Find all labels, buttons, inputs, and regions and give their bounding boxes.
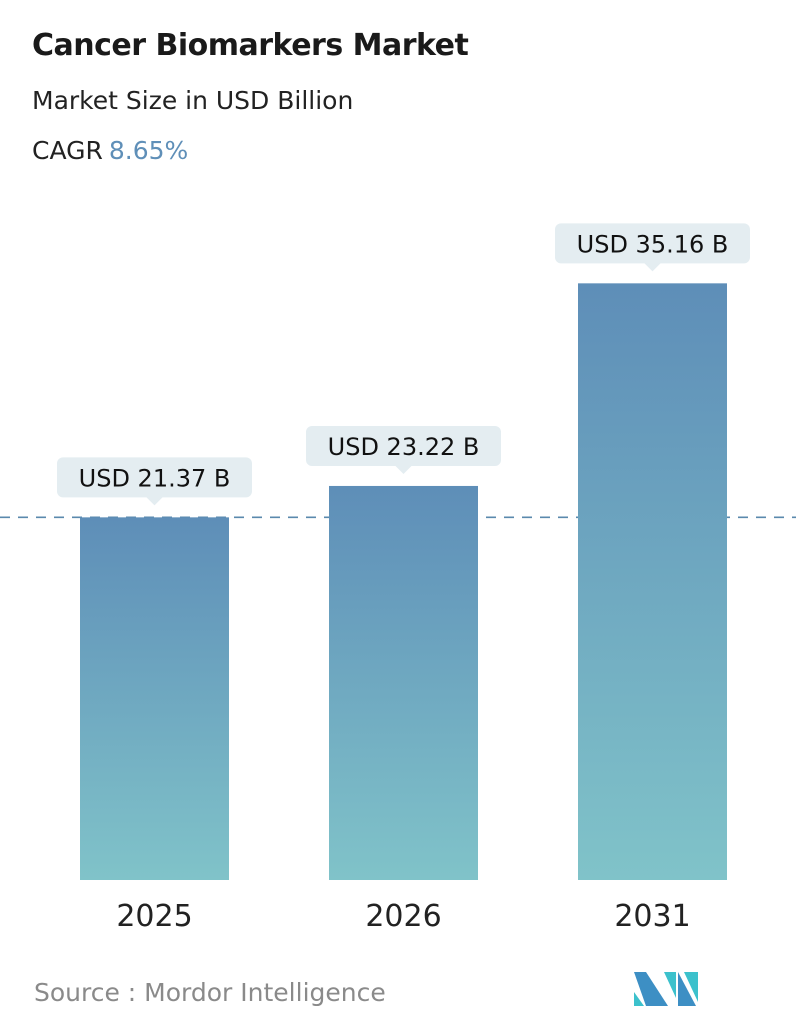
bar-2031 — [578, 283, 727, 880]
data-label-box — [555, 223, 750, 272]
data-label-box — [306, 425, 501, 474]
bar-2026 — [329, 485, 478, 880]
source-text: Source : Mordor Intelligence — [34, 978, 386, 1007]
data-label-box — [57, 457, 252, 506]
mordor-logo-icon — [634, 972, 698, 1006]
x-tick-label: 2025 — [116, 899, 192, 934]
cagr-label: CAGR — [32, 136, 103, 165]
chart-title: Cancer Biomarkers Market — [32, 28, 469, 63]
chart-subtitle: Market Size in USD Billion — [32, 86, 354, 115]
bar-2025 — [80, 517, 229, 880]
x-tick-label: 2026 — [365, 899, 441, 934]
cagr: CAGR 8.65% — [32, 136, 188, 165]
cagr-value: 8.65% — [108, 136, 189, 165]
data-label: USD 35.16 B — [577, 230, 729, 258]
x-tick-label: 2031 — [614, 899, 690, 934]
data-label: USD 21.37 B — [79, 464, 231, 492]
bar-chart: USD 21.37 B 2025 USD 23.22 B 2026 USD 35.16 … — [0, 223, 796, 934]
data-label: USD 23.22 B — [328, 433, 480, 461]
